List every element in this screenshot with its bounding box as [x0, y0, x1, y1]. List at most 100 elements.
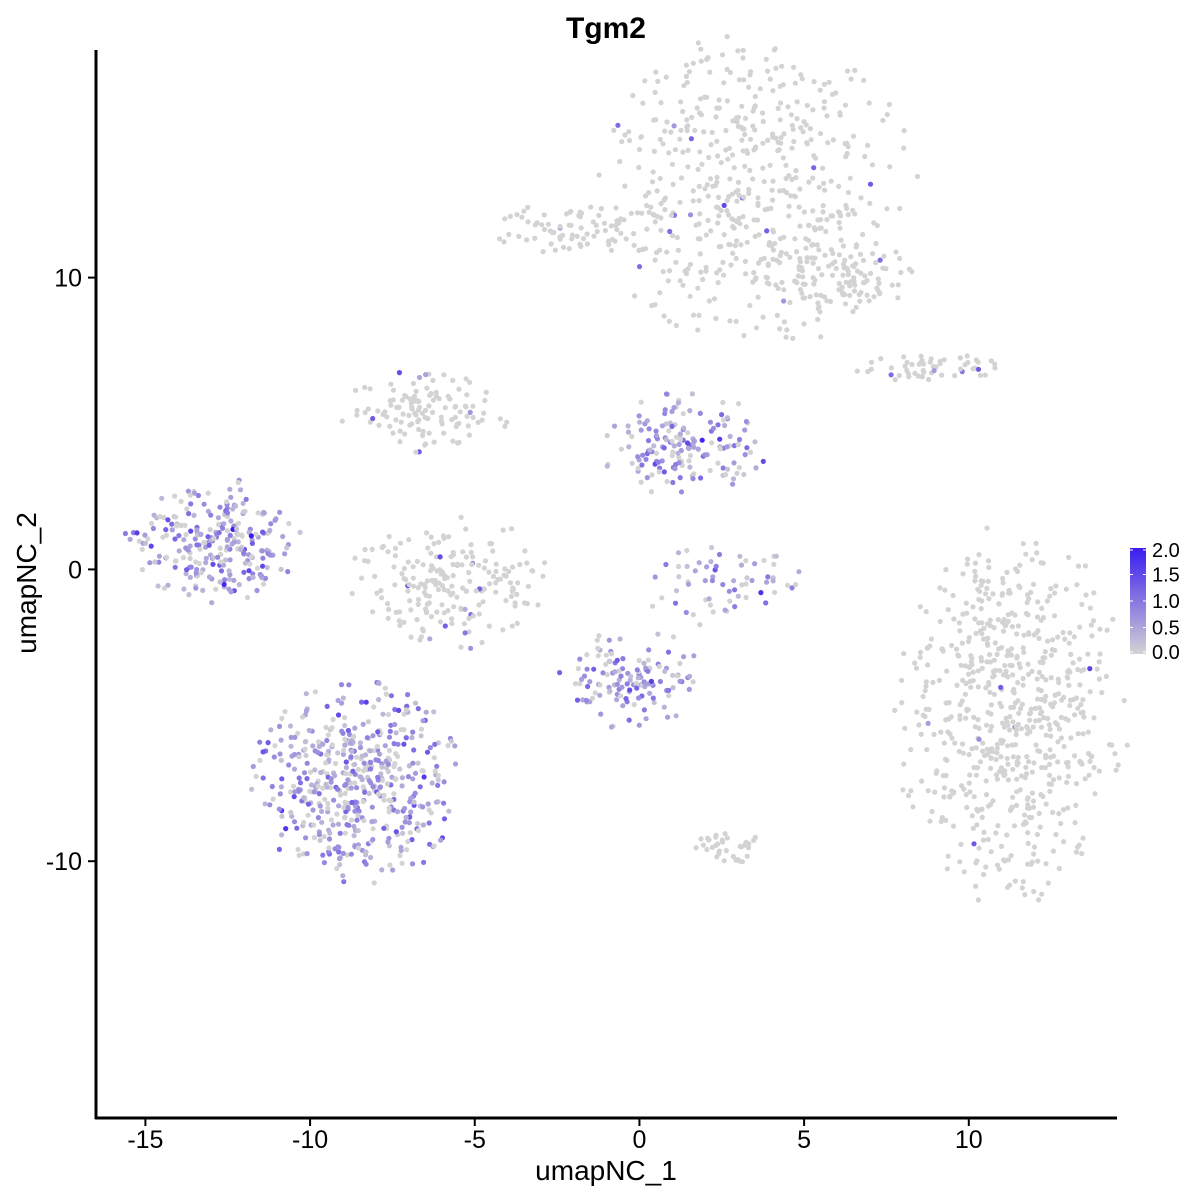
cell-point	[341, 879, 347, 885]
cell-point	[968, 684, 974, 690]
cell-point	[644, 475, 650, 481]
cell-point	[967, 772, 973, 778]
cell-point	[186, 592, 192, 598]
cell-point	[746, 190, 752, 196]
cell-point	[685, 581, 692, 587]
cell-point	[370, 784, 376, 790]
cell-point	[552, 247, 559, 253]
cell-point	[976, 736, 982, 742]
cell-point	[406, 820, 412, 826]
cell-point	[375, 747, 381, 753]
cell-point	[1097, 651, 1103, 657]
cell-point	[725, 212, 732, 218]
x-tick-label: 10	[955, 1126, 983, 1154]
cell-point	[1063, 586, 1069, 592]
cell-point	[741, 77, 747, 83]
cell-point	[972, 560, 979, 566]
cell-point	[994, 745, 1001, 751]
cell-point	[840, 243, 847, 249]
cell-point	[458, 606, 464, 612]
cell-point	[218, 568, 225, 574]
cell-point	[1000, 628, 1007, 634]
cell-point	[962, 691, 969, 697]
cell-point	[334, 786, 341, 792]
cell-point	[464, 392, 470, 398]
cell-point	[626, 717, 632, 723]
cell-point	[1077, 656, 1083, 662]
cell-point	[1034, 831, 1040, 838]
cell-point	[899, 700, 905, 706]
cell-point	[200, 587, 206, 594]
cell-point	[646, 426, 652, 432]
cell-point	[291, 794, 297, 800]
cell-point	[596, 172, 602, 178]
cell-point	[807, 126, 814, 132]
cell-point	[297, 780, 304, 786]
cell-point	[1029, 557, 1035, 563]
cell-point	[923, 706, 929, 712]
cell-point	[235, 520, 242, 527]
cell-point	[1087, 758, 1093, 765]
cell-point	[773, 553, 779, 559]
cell-point	[405, 838, 411, 845]
cell-point	[369, 804, 375, 810]
cell-point	[821, 81, 828, 87]
cell-point	[999, 645, 1005, 651]
cell-point	[568, 222, 574, 228]
cell-point	[1034, 550, 1040, 556]
cell-point	[279, 813, 285, 819]
cell-point	[497, 236, 503, 242]
cell-point	[445, 393, 451, 399]
cell-point	[408, 400, 414, 406]
cell-point	[644, 451, 650, 457]
cell-point	[428, 534, 434, 540]
cell-point	[267, 552, 273, 558]
cell-point	[1015, 623, 1022, 629]
cell-point	[747, 302, 753, 309]
cell-point	[874, 285, 880, 291]
cell-point	[919, 778, 925, 784]
cell-point	[343, 809, 349, 815]
cell-point	[355, 828, 361, 834]
cell-point	[636, 722, 642, 728]
cell-point	[411, 799, 417, 805]
cell-point	[838, 213, 844, 219]
cell-point	[379, 595, 385, 601]
y-tick-label: 10	[54, 265, 82, 293]
cell-point	[774, 312, 781, 318]
cell-point	[1021, 649, 1027, 655]
cell-point	[354, 754, 360, 760]
cell-point	[791, 64, 797, 70]
cell-point	[650, 603, 656, 609]
cell-point	[619, 684, 625, 690]
cell-point	[959, 741, 966, 747]
cell-point	[468, 542, 474, 548]
cell-point	[860, 257, 867, 263]
cell-point	[993, 756, 999, 763]
cell-point	[280, 533, 286, 540]
cell-point	[352, 808, 358, 814]
cell-point	[649, 472, 655, 478]
cell-point	[670, 449, 676, 455]
cell-point	[1060, 807, 1067, 813]
cell-point	[1024, 754, 1030, 760]
cell-point	[524, 560, 530, 566]
cell-point	[591, 233, 597, 239]
cell-point	[1005, 761, 1011, 767]
cell-point	[690, 198, 696, 204]
cell-point	[662, 195, 669, 201]
cell-point	[937, 618, 943, 625]
cell-point	[442, 405, 448, 411]
cell-point	[1062, 636, 1068, 642]
cell-point	[386, 843, 392, 849]
cell-point	[343, 781, 349, 788]
cell-point	[698, 46, 704, 52]
cell-point	[1010, 719, 1016, 725]
cell-point	[760, 118, 766, 125]
cell-point	[661, 704, 667, 710]
cell-point	[239, 532, 245, 538]
cell-point	[517, 561, 523, 568]
cell-point	[368, 759, 374, 766]
cell-point	[590, 219, 596, 225]
cell-point	[436, 396, 442, 402]
